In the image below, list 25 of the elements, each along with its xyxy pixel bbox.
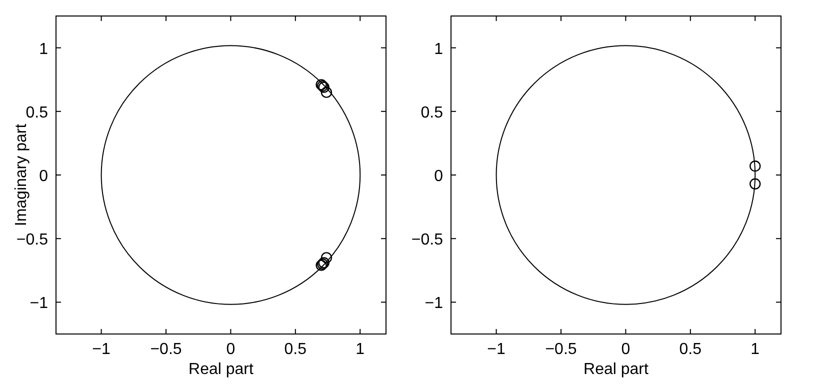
x-tick-label: 0 (226, 341, 236, 358)
x-tick-label: 0.5 (284, 341, 307, 358)
x-tick-label: 0 (621, 341, 630, 358)
x-tick-label: −0.5 (150, 341, 182, 358)
x-tick-label: 1 (356, 341, 365, 358)
point (320, 252, 332, 264)
y-tick-label: 1 (434, 40, 444, 58)
x-axis-title: Real part (584, 361, 650, 378)
y-tick-label: 0.5 (26, 104, 48, 122)
x-tick-label: −1 (92, 341, 111, 358)
y-tick-label: −1 (30, 295, 48, 312)
x-tick-label: 0.5 (679, 341, 702, 358)
y-tick-label: −0.5 (411, 232, 444, 249)
y-tick-label: 0 (434, 168, 444, 185)
x-tick-label: −1 (487, 341, 506, 358)
y-tick-label: −0.5 (16, 232, 48, 249)
y-tick-label: 0.5 (420, 104, 444, 122)
x-axis-title: Real part (188, 361, 254, 378)
y-tick-label: 0 (39, 168, 48, 185)
x-tick-label: −0.5 (545, 341, 577, 358)
y-tick-label: 1 (39, 40, 48, 58)
x-tick-label: 1 (750, 341, 760, 358)
point (320, 86, 332, 98)
y-axis-title: Imaginary part (13, 123, 30, 226)
y-tick-label: −1 (424, 295, 444, 312)
